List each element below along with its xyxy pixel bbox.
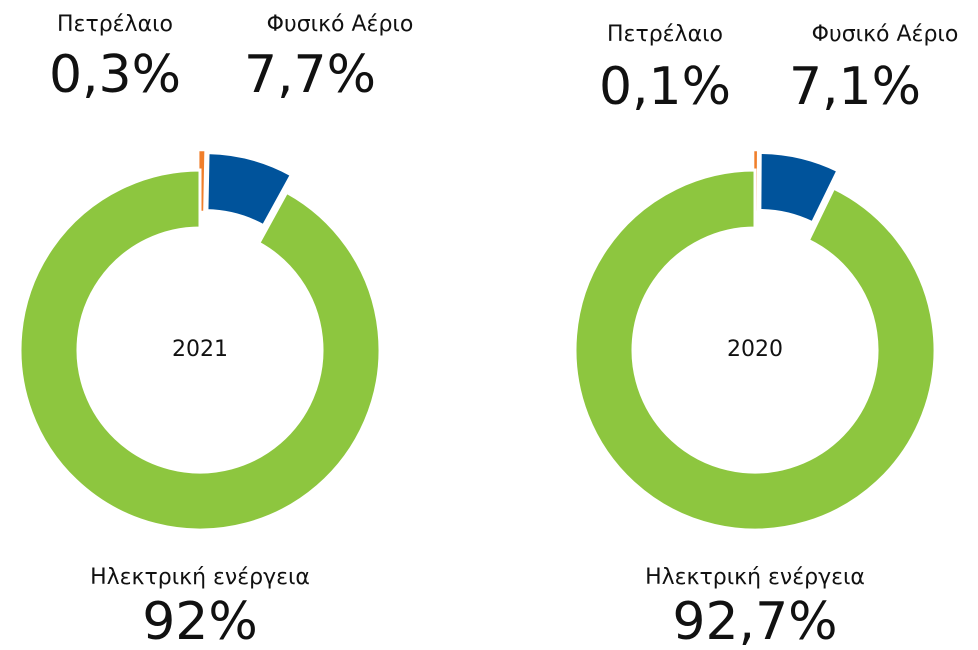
value-label: 0,3%: [49, 45, 181, 105]
donut-slice: [758, 150, 840, 225]
category-label: Φυσικό Αέριο: [812, 22, 959, 47]
donut-slice: [205, 151, 294, 228]
category-label: Πετρέλαιο: [57, 12, 173, 37]
donut-slice: [18, 168, 382, 532]
category-label: Φυσικό Αέριο: [267, 12, 414, 37]
value-label: 7,1%: [789, 57, 921, 117]
value-label: 92%: [142, 592, 258, 650]
value-label: 0,1%: [599, 57, 731, 117]
category-label: Πετρέλαιο: [607, 22, 723, 47]
donut-slice: [573, 168, 937, 532]
category-label: Ηλεκτρική ενέργεια: [645, 565, 865, 590]
category-label: Ηλεκτρική ενέργεια: [90, 565, 310, 590]
value-label: 7,7%: [244, 45, 376, 105]
center-label: 2021: [172, 337, 228, 362]
value-label: 92,7%: [672, 592, 837, 650]
center-label: 2020: [727, 337, 783, 362]
